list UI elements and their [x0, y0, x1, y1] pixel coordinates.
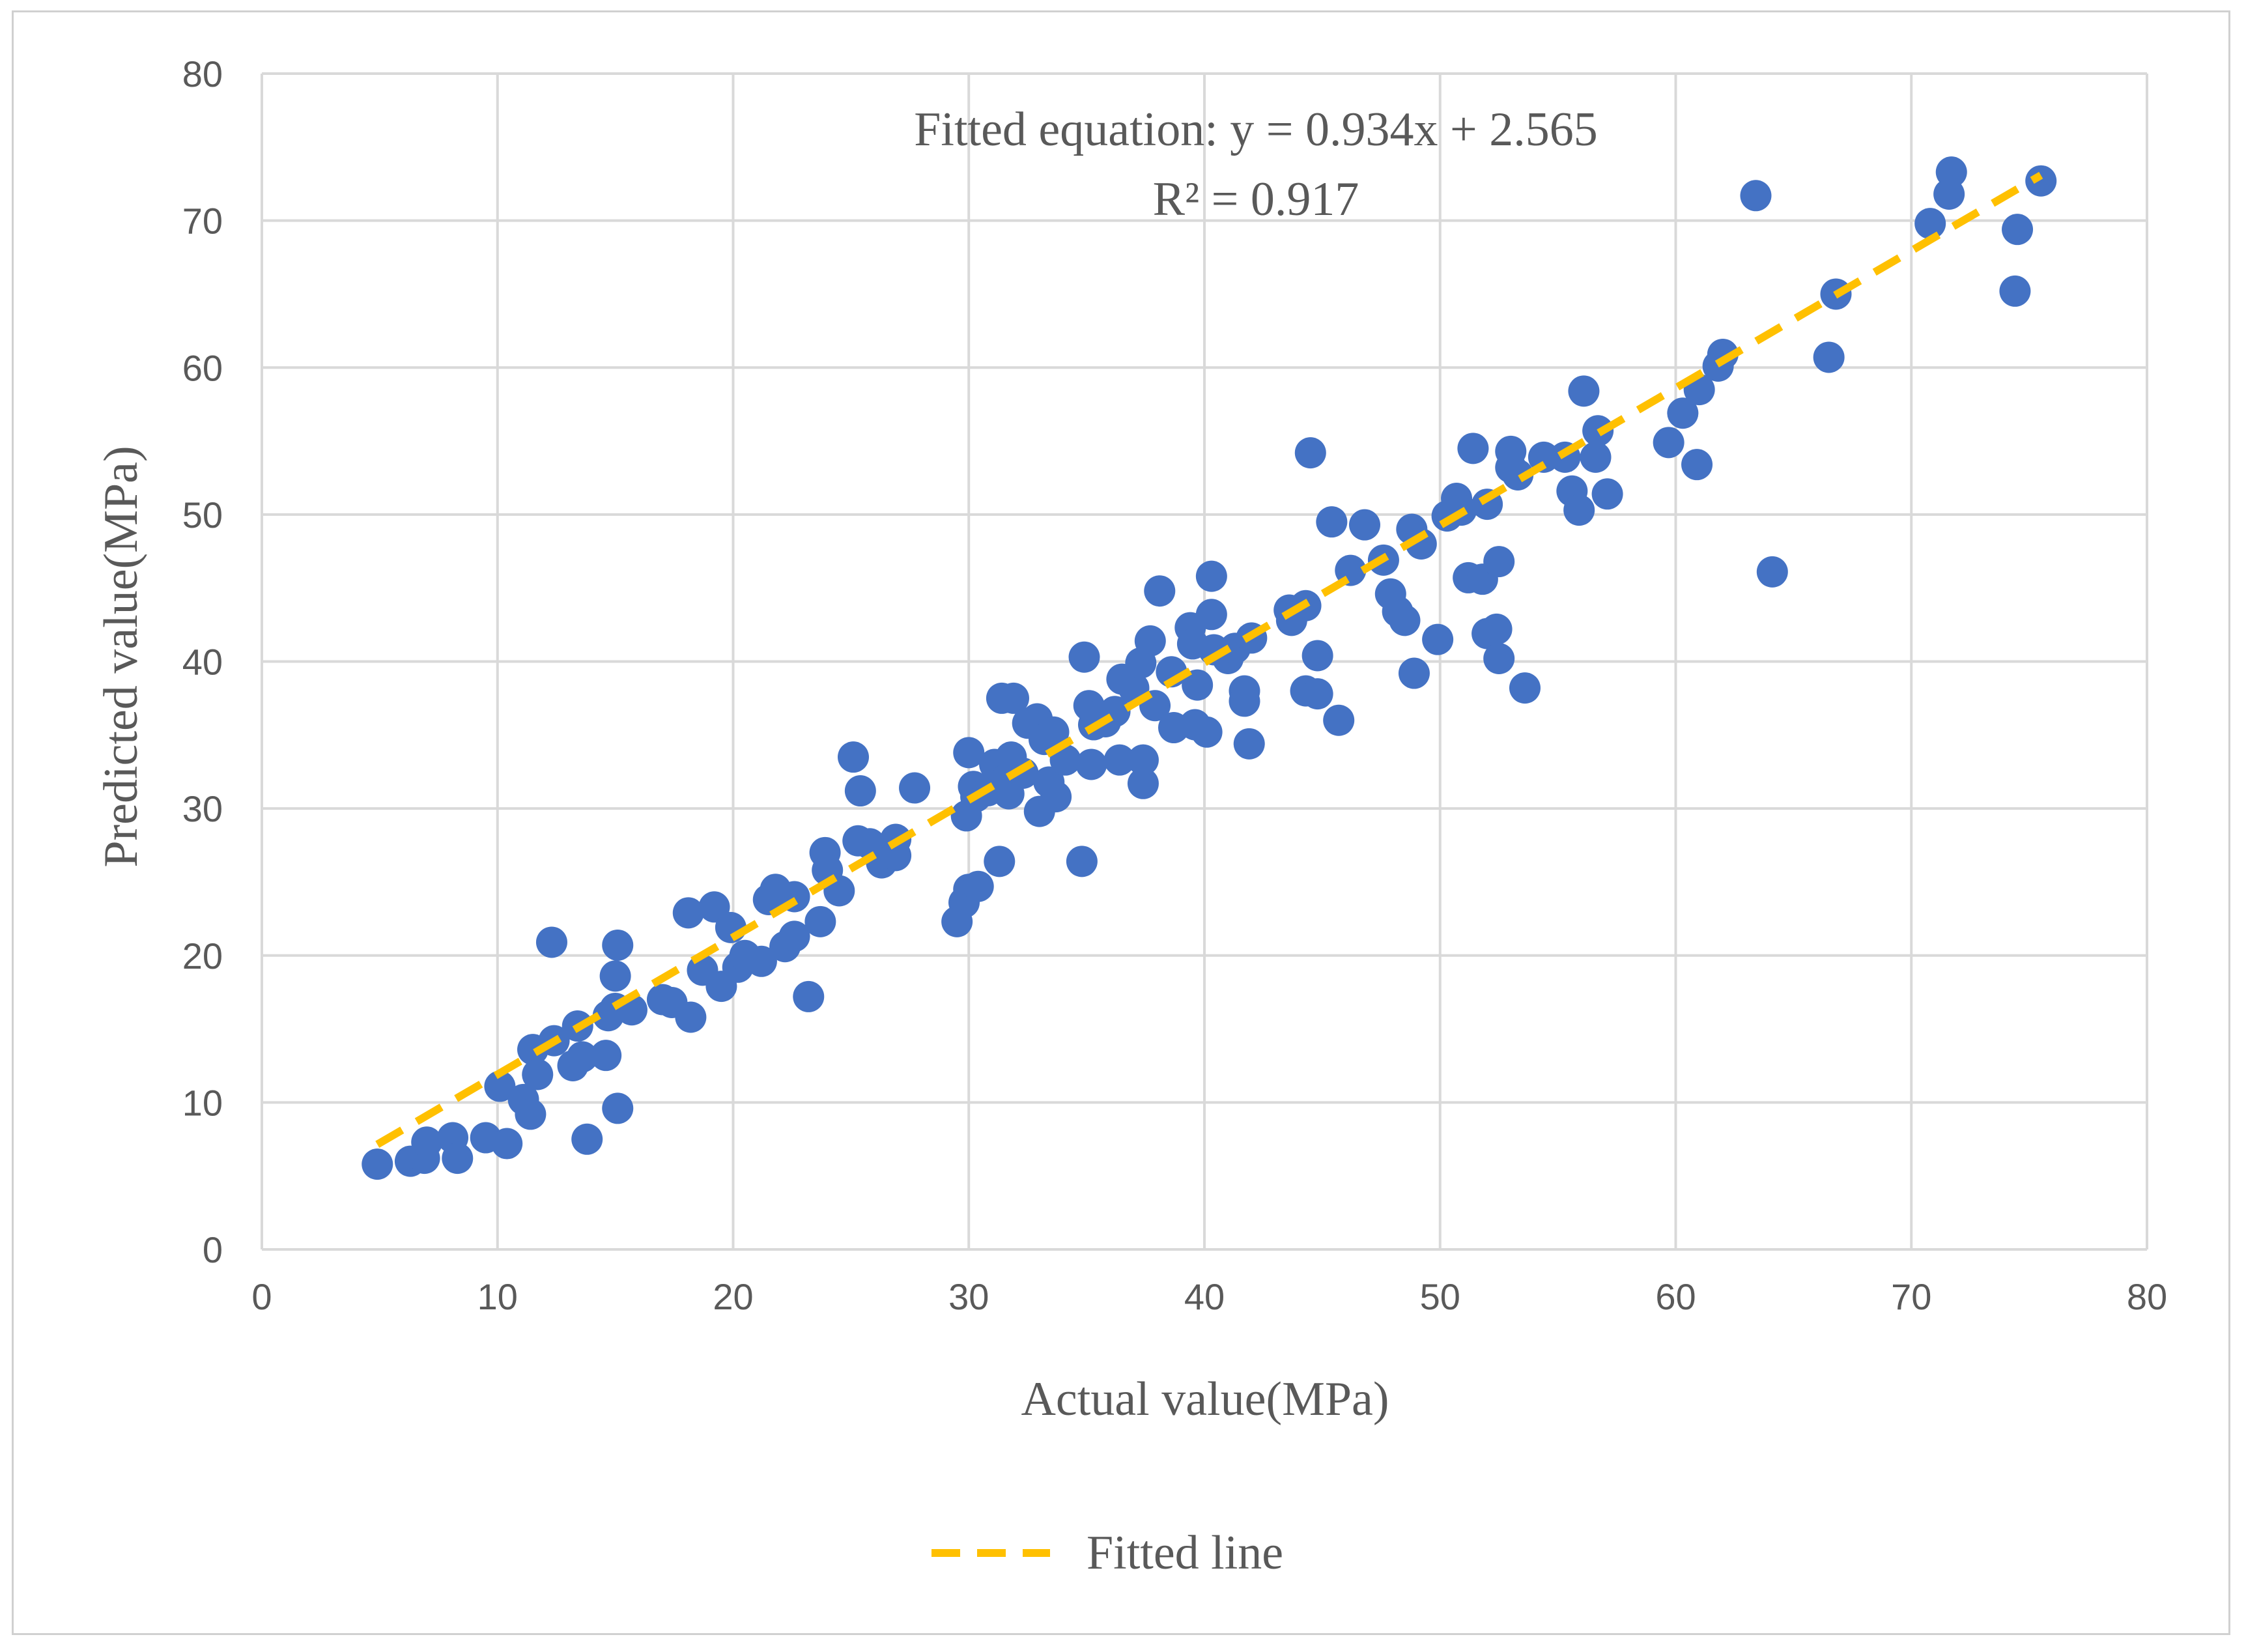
data-point — [602, 1092, 633, 1124]
y-tick-label: 20 — [182, 935, 223, 976]
data-point — [1483, 546, 1514, 577]
data-point — [1191, 717, 1223, 748]
y-tick-label: 50 — [182, 494, 223, 535]
data-point — [1483, 643, 1514, 674]
x-tick-label: 70 — [1891, 1276, 1931, 1317]
data-point — [1813, 341, 1845, 373]
data-point — [1234, 728, 1265, 760]
y-tick-label: 80 — [182, 53, 223, 94]
data-point — [1302, 678, 1333, 709]
data-point — [1740, 180, 1771, 211]
data-point — [1229, 685, 1260, 717]
y-axis-title: Predicted value(MPa) — [94, 446, 148, 867]
data-point — [899, 773, 930, 804]
data-point — [1936, 156, 1967, 188]
data-point — [1389, 605, 1420, 636]
data-point — [1422, 624, 1453, 655]
data-point — [963, 871, 994, 902]
data-point — [845, 775, 876, 806]
data-point — [1316, 506, 1347, 537]
data-point — [675, 1002, 706, 1033]
data-point — [1075, 748, 1107, 780]
data-point — [515, 1098, 546, 1130]
data-point — [1066, 846, 1098, 877]
r-squared-annotation: R² = 0.917 — [1153, 173, 1359, 226]
data-point — [1196, 599, 1227, 630]
y-tick-label: 0 — [203, 1229, 223, 1270]
data-point — [442, 1143, 473, 1174]
data-point — [590, 1040, 621, 1071]
data-point — [1128, 745, 1159, 776]
data-point — [1399, 658, 1430, 689]
data-point — [1323, 705, 1354, 736]
data-point — [1653, 427, 1684, 458]
fit-equation-annotation: Fitted equation: y = 0.934x + 2.565 — [914, 103, 1598, 156]
data-point — [1196, 561, 1227, 592]
x-tick-label: 20 — [713, 1276, 753, 1317]
data-point — [1069, 642, 1100, 673]
data-point — [1481, 614, 1513, 645]
y-tick-label: 10 — [182, 1082, 223, 1123]
data-point — [1144, 575, 1175, 606]
data-point — [1580, 442, 1612, 473]
data-point — [600, 960, 631, 991]
data-point — [491, 1128, 522, 1160]
data-point — [673, 897, 704, 928]
data-point — [715, 912, 746, 943]
y-tick-label: 40 — [182, 642, 223, 683]
x-tick-label: 30 — [948, 1276, 989, 1317]
data-point — [522, 1059, 553, 1090]
y-tick-label: 60 — [182, 347, 223, 388]
fit-line — [377, 175, 2041, 1145]
data-point — [1040, 781, 1072, 812]
legend: Fitted line — [931, 1526, 1283, 1580]
data-point — [1757, 556, 1788, 588]
data-point — [1295, 437, 1326, 468]
data-point — [602, 930, 633, 961]
x-tick-label: 40 — [1184, 1276, 1225, 1317]
y-tick-label: 30 — [182, 788, 223, 829]
x-tick-label: 50 — [1420, 1276, 1460, 1317]
data-point — [1568, 375, 1599, 406]
x-axis-title: Actual value(MPa) — [1021, 1373, 1389, 1426]
fit-line-group — [377, 175, 2041, 1145]
data-point — [1999, 276, 2030, 307]
data-point — [536, 926, 567, 958]
data-point — [793, 981, 824, 1012]
data-point — [1914, 208, 1946, 239]
scatter-chart: 0 10 20 30 40 50 60 70 80 0 10 20 30 40 50 60 70 80 Fitte… — [0, 0, 2246, 1652]
data-point — [1509, 672, 1541, 704]
data-point — [1681, 449, 1713, 480]
data-point — [984, 846, 1015, 877]
data-point — [1349, 509, 1380, 541]
y-tick-label: 70 — [182, 201, 223, 242]
legend-fit-line-label: Fitted line — [1087, 1526, 1283, 1580]
data-point — [804, 906, 836, 937]
x-tick-label: 60 — [1655, 1276, 1696, 1317]
data-point — [838, 741, 869, 773]
data-point — [571, 1124, 603, 1155]
data-point — [2002, 214, 2033, 245]
data-point — [1457, 433, 1488, 464]
data-point — [2025, 165, 2056, 197]
data-point — [1563, 494, 1595, 526]
x-tick-label: 80 — [2127, 1276, 2167, 1317]
data-point — [1592, 478, 1623, 509]
x-tick-label: 0 — [251, 1276, 272, 1317]
data-point — [1135, 625, 1166, 657]
data-point — [1302, 640, 1333, 671]
x-tick-label: 10 — [477, 1276, 518, 1317]
data-point — [362, 1148, 393, 1180]
